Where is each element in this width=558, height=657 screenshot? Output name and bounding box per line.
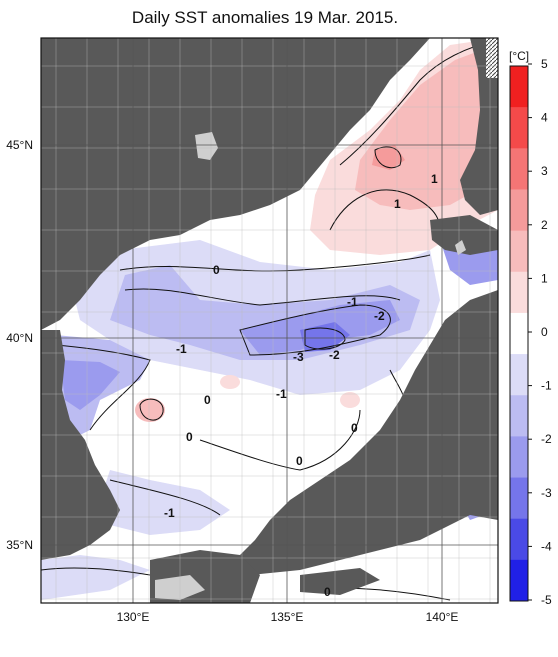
colorbar-tick-label: 4 [541, 111, 548, 125]
colorbar-tick-label: -2 [541, 432, 552, 446]
contour-label: -2 [374, 309, 385, 323]
colorbar-swatch [510, 230, 528, 273]
contour-label: 1 [431, 172, 438, 186]
lat-label-35: 35°N [6, 538, 33, 552]
contour-label: -2 [329, 348, 340, 362]
contour-label: -1 [164, 506, 175, 520]
colorbar-swatch [510, 436, 528, 479]
colorbar-tick-label: -3 [541, 486, 552, 500]
land-masses [41, 38, 498, 603]
lat-label-40: 40°N [6, 331, 33, 345]
contour-label: -1 [276, 387, 287, 401]
contour-label: 0 [351, 421, 358, 435]
map-frame [40, 37, 499, 604]
colorbar-tick-label: 5 [541, 57, 548, 71]
map-title: Daily SST anomalies 19 Mar. 2015. [131, 8, 399, 27]
anomaly-region-neg3 [300, 322, 350, 352]
no-data-hatch [486, 38, 498, 78]
colorbar-tick-label: -4 [541, 539, 552, 553]
colorbar-swatch [510, 107, 528, 149]
lon-label-135: 135°E [271, 610, 304, 624]
contour-label: 0 [204, 393, 211, 407]
map-field [41, 38, 498, 603]
anomaly-blob-warm-3 [340, 392, 360, 408]
lat-label-45: 45°N [6, 138, 33, 152]
contour-label: 0 [324, 585, 331, 599]
colorbar-tick-label: 3 [541, 164, 548, 178]
contour-label: 0 [186, 430, 193, 444]
lon-label-140: 140°E [426, 610, 459, 624]
colorbar-tick-label: 2 [541, 218, 548, 232]
colorbar-swatch [510, 354, 528, 396]
contour-label: -1 [176, 342, 187, 356]
anomaly-region-sw-pale [41, 555, 150, 600]
colorbar-tick-label: 0 [541, 325, 548, 339]
contour-labels: 1 1 0 -1 -2 -1 -3 -2 -1 0 0 0 0 -1 0 [164, 172, 438, 599]
contour-label: -3 [293, 350, 304, 364]
anomaly-region-west2 [60, 360, 120, 410]
colorbar-swatch [510, 271, 528, 314]
lon-label-130: 130°E [117, 610, 150, 624]
anomaly-blob-warm-2 [220, 375, 240, 389]
contour-label: 1 [394, 197, 401, 211]
contour-label: 0 [213, 263, 220, 277]
colorbar-unit: [°C] [509, 49, 529, 63]
colorbar-swatch [510, 312, 528, 355]
colorbar-swatch [510, 395, 528, 437]
contour-label: -1 [347, 295, 358, 309]
colorbar-swatches [510, 66, 528, 602]
anomaly-region-sw [100, 470, 230, 535]
colorbar-swatch [510, 189, 528, 232]
colorbar-tick-label: -1 [541, 379, 552, 393]
anomaly-blob-warm-1 [135, 398, 165, 422]
colorbar-tick-label: -5 [541, 593, 552, 607]
colorbar-swatch [510, 148, 528, 190]
colorbar-swatch [510, 477, 528, 520]
colorbar-swatch [510, 559, 528, 602]
colorbar-swatch [510, 518, 528, 561]
colorbar-ticks: 5 4 3 2 1 0 -1 -2 -3 -4 -5 [528, 57, 552, 607]
contour-label: 0 [296, 454, 303, 468]
colorbar-tick-label: 1 [541, 271, 548, 285]
colorbar-swatch [510, 66, 528, 108]
graticule [41, 38, 498, 603]
colorbar-frame [509, 65, 529, 602]
colorbar: [°C] 5 4 3 2 1 0 -1 -2 -3 -4 -5 [509, 49, 552, 607]
